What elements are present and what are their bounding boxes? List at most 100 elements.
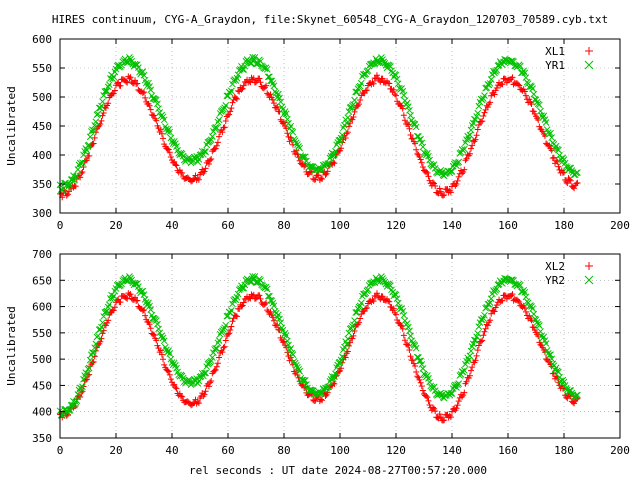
data-point: [205, 383, 212, 390]
data-point: [220, 344, 227, 351]
data-point: [487, 76, 495, 83]
data-point: [101, 88, 109, 95]
data-point: [213, 124, 221, 132]
data-point: [281, 119, 287, 126]
data-point: [238, 303, 245, 310]
data-point: [222, 337, 229, 344]
data-point: [390, 305, 397, 312]
data-point: [342, 134, 349, 141]
data-point: [65, 181, 73, 189]
data-point: [216, 330, 224, 338]
data-point: [473, 352, 480, 359]
data-point: [319, 397, 326, 404]
x-tick-label: 20: [109, 219, 122, 232]
data-point: [574, 179, 581, 186]
y-tick-label: 500: [32, 91, 52, 104]
x-tick-label: 60: [221, 219, 234, 232]
data-point: [157, 347, 164, 354]
data-point: [469, 340, 477, 348]
data-point: [151, 331, 158, 338]
data-point: [475, 323, 483, 330]
data-point: [312, 176, 319, 183]
data-point: [350, 321, 357, 329]
data-point: [441, 191, 448, 198]
data-point: [481, 328, 488, 335]
data-point: [294, 141, 301, 148]
data-point: [324, 383, 332, 391]
data-point: [515, 81, 522, 88]
data-point: [307, 162, 315, 170]
data-point: [418, 361, 426, 368]
data-point: [149, 95, 157, 102]
x-tick-label: 120: [386, 219, 406, 232]
data-point: [574, 391, 581, 399]
data-point: [352, 309, 360, 316]
data-point: [90, 127, 97, 134]
data-point: [212, 366, 219, 373]
data-point: [399, 105, 406, 112]
data-point: [392, 71, 400, 79]
data-point: [91, 134, 98, 141]
data-point: [157, 126, 164, 133]
data-point: [133, 80, 140, 87]
data-point: [430, 383, 438, 391]
data-point: [455, 380, 463, 387]
data-point: [440, 192, 447, 199]
data-point: [173, 364, 180, 372]
data-point: [227, 108, 234, 115]
data-point: [530, 108, 537, 115]
data-point: [234, 71, 242, 79]
data-point: [83, 146, 91, 154]
data-point: [403, 99, 411, 107]
data-point: [536, 101, 543, 109]
data-point: [127, 74, 134, 81]
data-point: [105, 81, 113, 89]
data-point: [338, 353, 346, 361]
data-point: [158, 111, 166, 119]
data-point: [482, 325, 489, 332]
x-tick-label: 100: [330, 219, 350, 232]
data-point: [208, 133, 216, 140]
data-point: [177, 393, 184, 400]
data-point: [287, 354, 294, 361]
chart-title: HIRES continuum, CYG-A_Graydon, file:Sky…: [52, 13, 608, 26]
data-point: [432, 182, 439, 189]
data-point: [226, 111, 233, 118]
data-point: [172, 161, 179, 168]
data-point: [246, 78, 253, 85]
data-point: [239, 284, 246, 292]
data-point: [537, 107, 544, 115]
data-point: [481, 311, 488, 319]
data-point: [429, 179, 436, 186]
data-point: [460, 145, 468, 153]
legend-label: XL2: [545, 260, 565, 273]
data-point: [216, 133, 223, 140]
data-point: [555, 368, 562, 376]
data-point: [257, 277, 264, 284]
data-point: [567, 177, 574, 184]
data-point: [381, 59, 389, 67]
data-point: [90, 140, 97, 147]
data-point: [222, 117, 229, 124]
data-point: [351, 108, 358, 115]
data-point: [273, 104, 280, 111]
data-point: [147, 325, 154, 332]
data-point: [233, 313, 240, 320]
data-point: [147, 86, 155, 94]
data-point: [191, 153, 198, 161]
data-point: [431, 180, 438, 187]
data-point: [171, 381, 178, 388]
data-point: [229, 318, 236, 325]
data-point: [509, 291, 516, 298]
data-point: [406, 125, 413, 132]
data-point: [65, 188, 72, 195]
data-point: [404, 323, 412, 331]
data-point: [166, 371, 173, 378]
data-point: [239, 85, 246, 92]
data-point: [216, 110, 224, 117]
data-point: [478, 338, 485, 345]
data-point: [281, 108, 289, 115]
data-point: [141, 307, 147, 314]
data-point: [472, 357, 479, 364]
data-point: [493, 302, 500, 309]
